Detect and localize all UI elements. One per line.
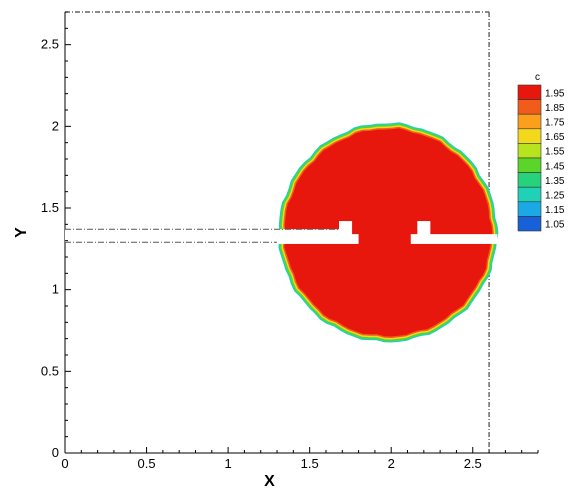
- legend-swatch: [517, 99, 542, 115]
- ticks: 0 0.5 1 1.5 2 2.5 0 0.5 1 1.5 2 2.5: [41, 11, 539, 471]
- left-slot-notch: [339, 221, 353, 236]
- legend-label: 1.15: [545, 205, 565, 216]
- legend-label: 1.65: [545, 132, 565, 143]
- legend-label: 1.35: [545, 176, 565, 187]
- right-slot-bar: [410, 234, 498, 244]
- x-tick-label: 2.5: [464, 456, 482, 471]
- x-tick-label: 0.5: [138, 456, 156, 471]
- legend-swatch: [517, 172, 542, 188]
- contour-core-1.95: [284, 128, 493, 337]
- y-tick-label: 1: [52, 282, 59, 297]
- legend-swatch: [517, 128, 542, 144]
- legend-swatch: [517, 216, 542, 232]
- legend-swatch: [517, 186, 542, 203]
- legend-title: c: [535, 72, 540, 83]
- legend-label: 1.75: [545, 118, 565, 129]
- legend-swatch: [517, 113, 542, 130]
- legend-swatch: [517, 143, 542, 159]
- y-tick-label: 0.5: [41, 363, 59, 378]
- channel-fill: [65, 229, 346, 243]
- legend-label: 1.85: [545, 103, 565, 114]
- left-slot-bar: [277, 234, 359, 244]
- legend-swatch: [517, 157, 542, 173]
- right-slot-notch: [417, 221, 431, 236]
- y-axis-title: Y: [13, 227, 30, 238]
- x-tick-label: 0: [61, 456, 68, 471]
- legend-label: 1.45: [545, 161, 565, 172]
- legend-swatch: [517, 84, 542, 100]
- legend-label: 1.55: [545, 147, 565, 158]
- legend-label: 1.95: [545, 88, 565, 99]
- contour-field: [65, 122, 499, 343]
- legend: c 1.95 1.85 1.75 1.65 1.55 1.45 1.35 1.25 1.15 1.…: [517, 72, 565, 232]
- x-tick-label: 2: [388, 456, 395, 471]
- y-tick-label: 0: [52, 445, 59, 460]
- x-axis-title: X: [264, 473, 275, 490]
- legend-label: 1.25: [545, 191, 565, 202]
- x-tick-label: 1.5: [301, 456, 319, 471]
- y-tick-label: 1.5: [41, 200, 59, 215]
- legend-label: 1.05: [545, 220, 565, 231]
- y-tick-label: 2.5: [41, 37, 59, 52]
- legend-swatch: [517, 201, 542, 217]
- y-tick-label: 2: [52, 118, 59, 133]
- x-tick-label: 1: [224, 456, 231, 471]
